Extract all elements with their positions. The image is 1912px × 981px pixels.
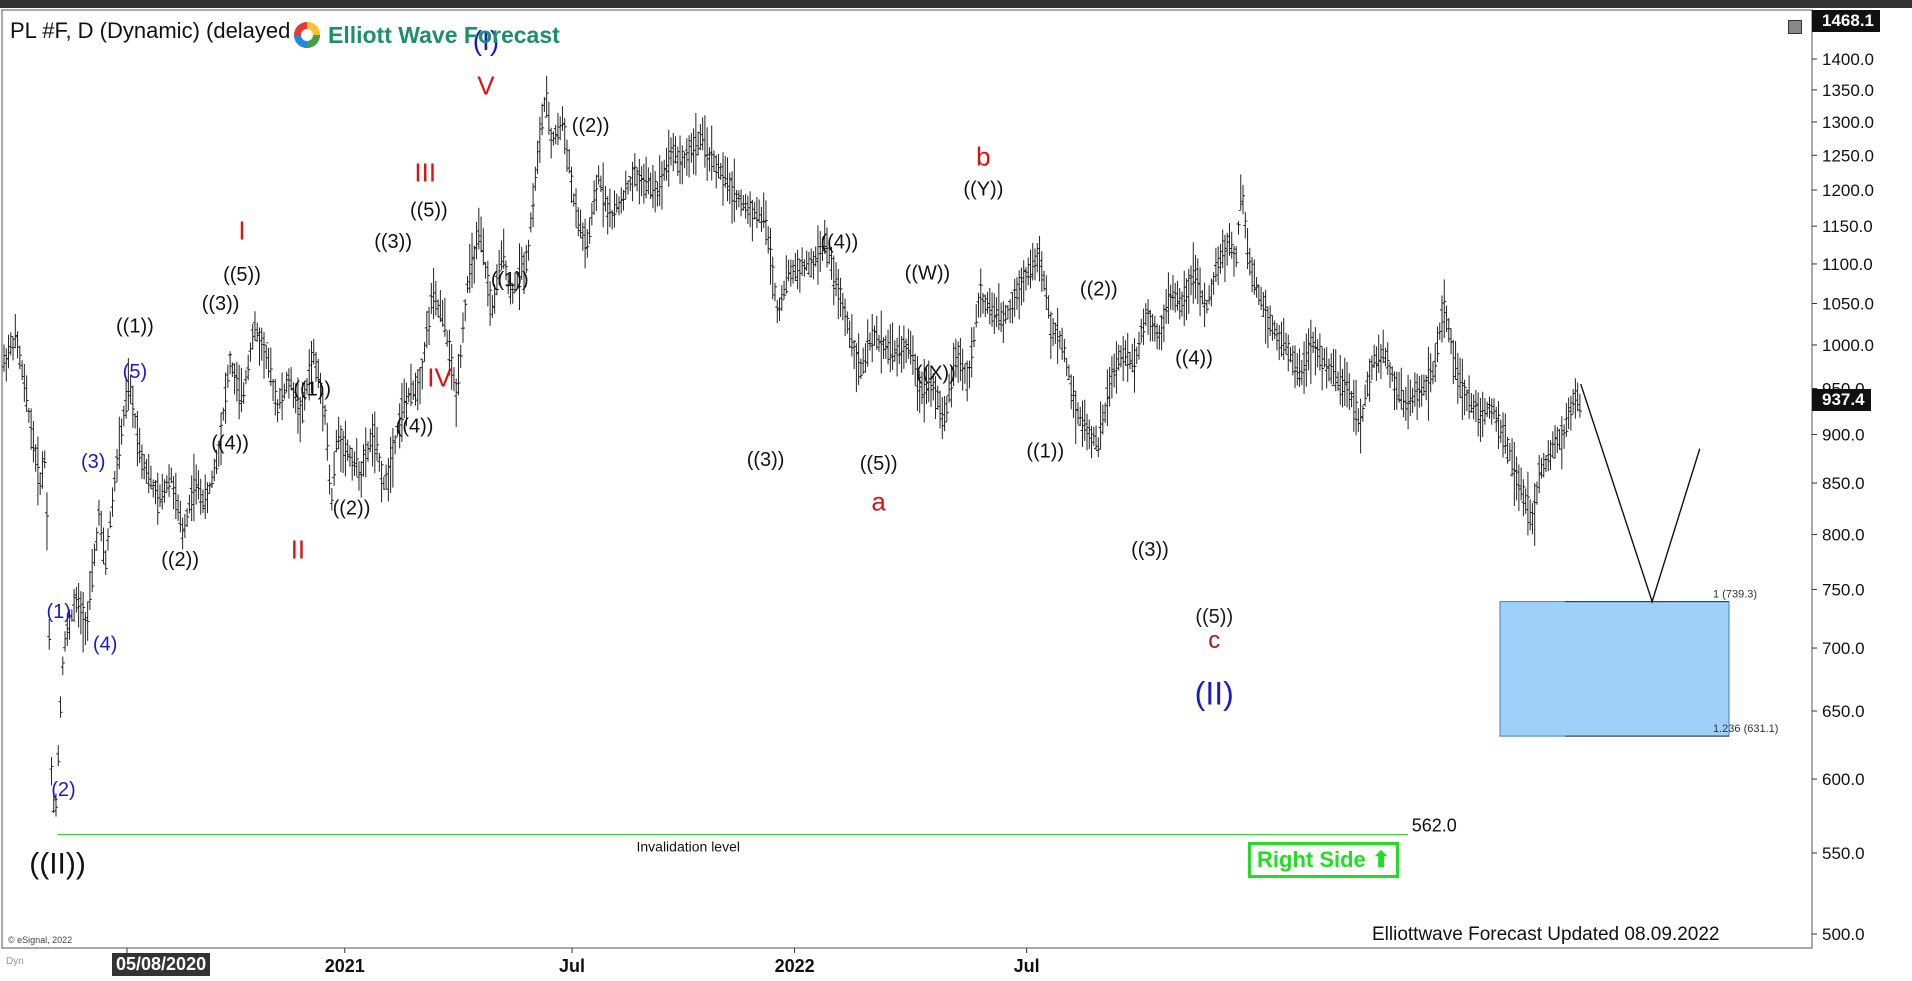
updated-note: Elliottwave Forecast Updated 08.09.2022 xyxy=(1372,924,1720,945)
invalidation-label: Invalidation level xyxy=(636,839,740,855)
arrow-up-icon: ⬆ xyxy=(1371,847,1391,872)
y-tick-label: 1200.0 xyxy=(1822,181,1874,200)
wave-label: ((5)) xyxy=(860,453,898,475)
y-axis: 500.0 550.0 600.0 650.0 700.0 750.0 800.0 850.0… xyxy=(1812,50,1874,944)
wave-label: V xyxy=(477,70,495,100)
y-tick-label: 800.0 xyxy=(1822,526,1865,545)
wave-label: ((2)) xyxy=(161,549,199,571)
y-tick-label: 700.0 xyxy=(1822,639,1865,658)
target-bottom-label: 1.236 (631.1) xyxy=(1713,723,1778,735)
wave-label: a xyxy=(871,486,886,516)
x-tick-label: 2021 xyxy=(325,956,365,976)
brand-logo: Elliott Wave Forecast xyxy=(292,20,560,50)
wave-label: ((4)) xyxy=(1175,348,1213,370)
y-tick-label: 1350.0 xyxy=(1822,81,1874,100)
wave-label: ((1)) xyxy=(293,379,331,401)
wave-label: ((3)) xyxy=(374,231,412,253)
y-tick-label: 1050.0 xyxy=(1822,294,1874,313)
chart-overlays: 562.0 Invalidation level 1 (739.3) 1.236 (6… xyxy=(57,383,1778,855)
wave-label: ((5)) xyxy=(1195,606,1233,628)
wave-label: (4) xyxy=(93,633,117,655)
wave-label: ((1)) xyxy=(1026,440,1064,462)
y-tick-label: 1250.0 xyxy=(1822,146,1874,165)
target-zone-box xyxy=(1499,601,1730,737)
chart-title: PL #F, D (Dynamic) (delayed) xyxy=(10,18,290,43)
wave-label: ((1)) xyxy=(116,315,154,337)
right-side-label: Right Side xyxy=(1257,847,1366,872)
right-side-badge: Right Side ⬆ xyxy=(1248,842,1400,878)
wave-label: ((4)) xyxy=(820,232,858,254)
wave-label: ((W)) xyxy=(905,263,951,285)
y-tick-label: 500.0 xyxy=(1822,925,1865,944)
top-price-tag: 1468.1 xyxy=(1812,10,1880,32)
wave-label: ((II)) xyxy=(29,847,86,880)
price-bars xyxy=(2,75,1582,817)
y-tick-label: 550.0 xyxy=(1822,844,1865,863)
invalidation-value: 562.0 xyxy=(1412,816,1457,836)
logo-globe-icon xyxy=(294,22,320,48)
wave-label: ((2)) xyxy=(333,498,371,520)
wave-label: ((X)) xyxy=(916,363,956,385)
top-frame-bar xyxy=(0,0,1912,8)
target-top-label: 1 (739.3) xyxy=(1713,589,1757,601)
start-date-label[interactable]: 05/08/2020 xyxy=(112,953,211,976)
window-restore-icon[interactable] xyxy=(1788,20,1802,34)
wave-label: ((4)) xyxy=(211,433,249,455)
dyn-indicator: Dyn xyxy=(6,956,24,967)
wave-label: IV xyxy=(427,363,452,393)
wave-labels: ((II)) (1) (2) (3) (4) (5) ((1)) ((2)) ((3)) ((4)… xyxy=(29,25,1234,880)
wave-label: II xyxy=(291,534,305,564)
logo-text: Elliott Wave Forecast xyxy=(328,21,560,48)
wave-label: ((4)) xyxy=(396,416,434,438)
x-axis: Jul2021Jul2022Jul xyxy=(114,948,1040,976)
y-tick-label: 1150.0 xyxy=(1822,217,1873,236)
wave-label: ((5)) xyxy=(410,200,448,222)
wave-label: (1) xyxy=(47,601,71,623)
y-tick-label: 650.0 xyxy=(1822,702,1865,721)
wave-label: ((3)) xyxy=(202,293,240,315)
y-tick-label: 750.0 xyxy=(1822,580,1865,599)
wave-label: (3) xyxy=(81,451,105,473)
wave-label: (I) xyxy=(473,25,499,56)
plot-area xyxy=(1,9,1813,949)
y-tick-label: 900.0 xyxy=(1822,425,1865,444)
wave-label: c xyxy=(1208,627,1220,654)
y-tick-label: 850.0 xyxy=(1822,474,1865,493)
x-tick-label: Jul xyxy=(559,956,585,976)
wave-label: ((Y)) xyxy=(963,179,1003,201)
y-tick-label: 1300.0 xyxy=(1822,113,1874,132)
wave-label: ((2)) xyxy=(1080,278,1118,300)
wave-label: b xyxy=(976,142,990,172)
wave-label: (II) xyxy=(1195,676,1234,712)
projection-path xyxy=(1580,383,1701,604)
x-tick-label: Jul xyxy=(1014,956,1040,976)
wave-label: ((3)) xyxy=(747,449,785,471)
wave-label: (2) xyxy=(51,779,75,801)
wave-label: ((3)) xyxy=(1131,539,1169,561)
y-tick-label: 1100.0 xyxy=(1822,255,1873,274)
wave-label: ((5)) xyxy=(223,264,261,286)
wave-label: III xyxy=(414,158,436,188)
wave-label: ((1)) xyxy=(491,269,529,291)
y-tick-label: 1400.0 xyxy=(1822,50,1874,69)
wave-label: ((2)) xyxy=(572,115,610,137)
last-price-tag: 937.4 xyxy=(1812,388,1871,411)
wave-label: (5) xyxy=(123,361,147,383)
esignal-copyright: © eSignal, 2022 xyxy=(8,935,73,945)
y-tick-label: 600.0 xyxy=(1822,770,1865,789)
x-tick-label: 2022 xyxy=(775,956,815,976)
y-tick-label: 1000.0 xyxy=(1822,336,1874,355)
wave-label: I xyxy=(238,216,245,246)
